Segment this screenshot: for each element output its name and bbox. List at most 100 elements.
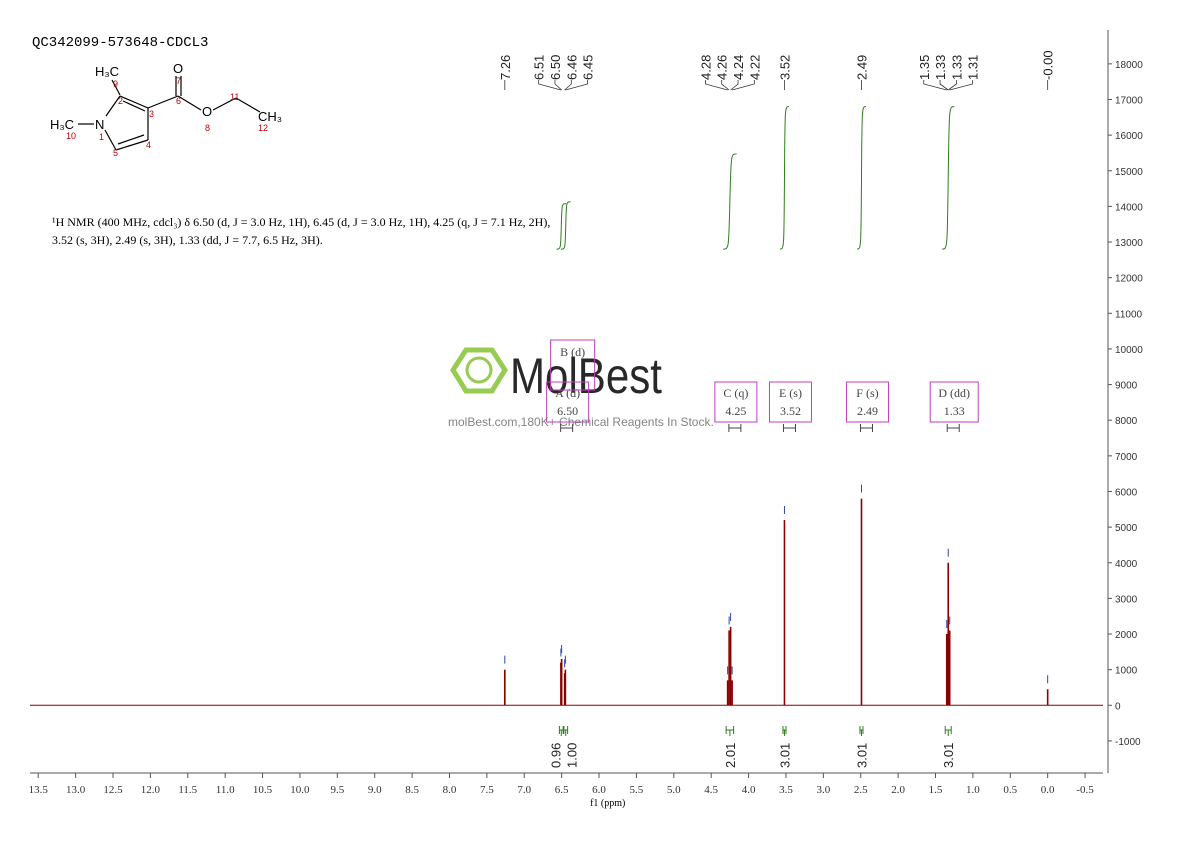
x-tick-label: 7.0 xyxy=(517,784,531,796)
peak-label-connector xyxy=(538,80,561,91)
bond xyxy=(119,95,149,109)
atom-number: 12 xyxy=(258,123,268,133)
y-tick-label: 2000 xyxy=(1115,630,1138,641)
atom-number: 4 xyxy=(146,140,151,150)
atom-number: 1 xyxy=(99,132,104,142)
x-tick-label: 6.0 xyxy=(592,784,606,796)
peak-label: 6.50 xyxy=(548,55,563,80)
bond xyxy=(212,97,237,111)
atom-number: 5 xyxy=(113,148,118,158)
y-tick-label: 18000 xyxy=(1115,60,1143,71)
bond xyxy=(111,79,121,96)
atom: CH₃ xyxy=(258,109,282,124)
bond xyxy=(177,95,202,111)
multiplet-box xyxy=(546,381,590,423)
multiplet-bracket xyxy=(560,424,574,432)
atom-number: 10 xyxy=(66,131,76,141)
x-tick-label: 3.5 xyxy=(779,784,793,796)
bond xyxy=(117,134,145,145)
x-tick-label: -0.5 xyxy=(1076,784,1094,796)
integral-bracket xyxy=(563,726,569,736)
peak-label: 6.51 xyxy=(532,55,547,80)
y-tick-label: 0 xyxy=(1115,701,1121,712)
peak-label: -0.00 xyxy=(1041,50,1056,80)
multiplet-bracket xyxy=(946,424,960,432)
bond xyxy=(104,129,117,151)
integral-bracket xyxy=(725,726,735,736)
peak-label: 1.33 xyxy=(949,55,964,80)
peak-label: 4.24 xyxy=(731,55,746,80)
x-tick-label: 7.5 xyxy=(480,784,494,796)
y-tick-label: 8000 xyxy=(1115,416,1138,427)
x-tick-label: 3.0 xyxy=(816,784,830,796)
x-tick-label: 10.5 xyxy=(253,784,273,796)
integral-curve xyxy=(779,105,789,250)
atom-number: 6 xyxy=(176,96,181,106)
y-tick-label: 7000 xyxy=(1115,452,1138,463)
integral-label: 3.01 xyxy=(777,743,792,768)
integral-bracket xyxy=(859,726,864,736)
integral-bracket xyxy=(782,726,787,736)
atom-labels: H₃C O N O CH₃ H₃C xyxy=(50,61,282,132)
multiplet-shift: 4.25 xyxy=(725,404,746,418)
peak-label: 6.46 xyxy=(564,55,579,80)
x-tick-label: 1.5 xyxy=(929,784,943,796)
integral-label: 1.00 xyxy=(565,743,580,768)
x-tick-label: 2.0 xyxy=(891,784,905,796)
x-tick-label: 13.0 xyxy=(66,784,86,796)
y-tick-label: -1000 xyxy=(1115,737,1141,748)
atom-number: 11 xyxy=(230,92,239,102)
integral-bracket xyxy=(558,726,564,736)
peak-label: 6.45 xyxy=(581,55,596,80)
peak-label-connector xyxy=(564,80,572,91)
peak-label-connector xyxy=(947,80,957,91)
x-tick-label: 13.5 xyxy=(29,784,49,796)
peak-label: 3.52 xyxy=(777,55,792,80)
integral-label: 0.96 xyxy=(549,743,564,768)
y-tick-label: 15000 xyxy=(1115,167,1143,178)
integral-label: 3.01 xyxy=(941,743,956,768)
y-tick-label: 5000 xyxy=(1115,523,1138,534)
logo-text: MolBest xyxy=(510,348,662,404)
description: ¹H NMR (400 MHz, cdcl₃) δ 6.50 (d, J = 3… xyxy=(52,215,550,229)
y-tick-label: 11000 xyxy=(1115,309,1143,320)
x-tick-label: 8.5 xyxy=(405,784,419,796)
y-tick-label: 13000 xyxy=(1115,238,1143,249)
bond xyxy=(115,139,149,151)
multiplet-label: C (q) xyxy=(723,386,748,400)
logo-icon xyxy=(465,356,493,384)
multiplet-shift: 2.49 xyxy=(857,404,878,418)
atom-number: 7 xyxy=(176,76,181,86)
peak-label: 1.35 xyxy=(917,55,932,80)
chart-title: QC342099-573648-CDCL3 xyxy=(32,35,208,51)
y-tick-label: 12000 xyxy=(1115,274,1143,285)
peak-label: 7.26 xyxy=(498,55,513,80)
integral-curve xyxy=(560,201,571,250)
multiplet-box xyxy=(714,381,758,423)
bond xyxy=(147,95,179,109)
atom-number: 3 xyxy=(149,109,154,119)
x-axis-label: f1 (ppm) xyxy=(590,798,625,809)
peak-label: 1.33 xyxy=(933,55,948,80)
structure xyxy=(78,76,261,151)
multiplet-bracket xyxy=(728,424,742,432)
multiplet-shift: 1.33 xyxy=(944,404,965,418)
atom: H₃C xyxy=(50,117,74,132)
x-tick-label: 1.0 xyxy=(966,784,980,796)
atom: O xyxy=(173,61,183,76)
peak-label-connector xyxy=(554,80,562,91)
y-tick-label: 10000 xyxy=(1115,345,1143,356)
y-tick-label: 1000 xyxy=(1115,666,1138,677)
x-tick-label: 4.0 xyxy=(742,784,756,796)
x-tick-label: 8.0 xyxy=(443,784,457,796)
x-tick-label: 5.5 xyxy=(630,784,644,796)
x-tick-label: 9.5 xyxy=(330,784,344,796)
y-tick-label: 3000 xyxy=(1115,594,1138,605)
y-tick-label: 6000 xyxy=(1115,487,1138,498)
y-tick-label: 14000 xyxy=(1115,202,1143,213)
peak-label-connector xyxy=(705,80,728,91)
peak-label: 2.49 xyxy=(854,55,869,80)
multiplet-box xyxy=(929,381,979,423)
x-tick-label: 6.5 xyxy=(555,784,569,796)
